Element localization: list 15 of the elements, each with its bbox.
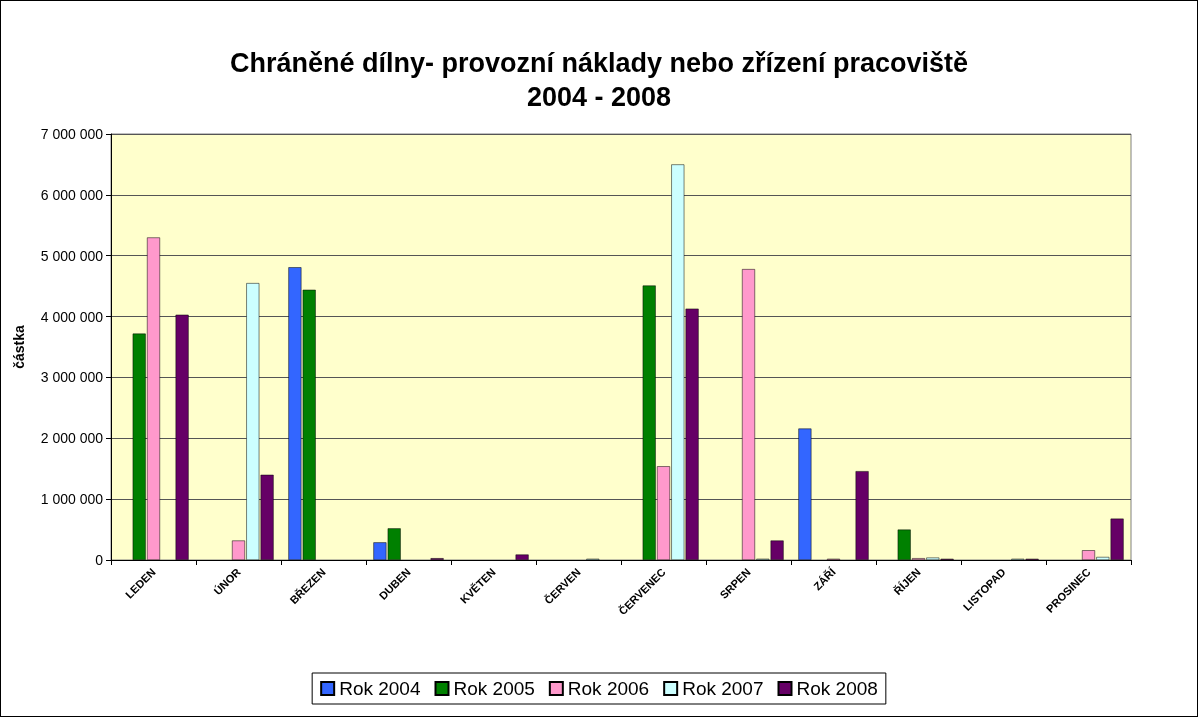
- legend-label: Rok 2008: [796, 678, 878, 699]
- y-tick-label: 1 000 000: [40, 491, 104, 508]
- y-axis-title: částka: [11, 324, 27, 369]
- y-tick-label: 4 000 000: [40, 308, 104, 325]
- legend-label: Rok 2006: [567, 678, 650, 699]
- legend-label: Rok 2007: [682, 678, 764, 699]
- y-tick-label: 6 000 000: [40, 186, 104, 203]
- y-tick-label: 2 000 000: [40, 430, 104, 447]
- y-tick-label: 3 000 000: [40, 369, 104, 386]
- y-tick-label: 7 000 000: [40, 126, 104, 142]
- y-tick-label: 0: [95, 552, 104, 568]
- legend-label: Rok 2005: [453, 678, 535, 699]
- legend-label: Rok 2004: [339, 678, 421, 699]
- chart-title: Chráněné dílny- provozní náklady nebo zřízení pracoviště 2004 - 2008: [229, 48, 969, 112]
- y-tick-label: 5 000 000: [40, 247, 104, 264]
